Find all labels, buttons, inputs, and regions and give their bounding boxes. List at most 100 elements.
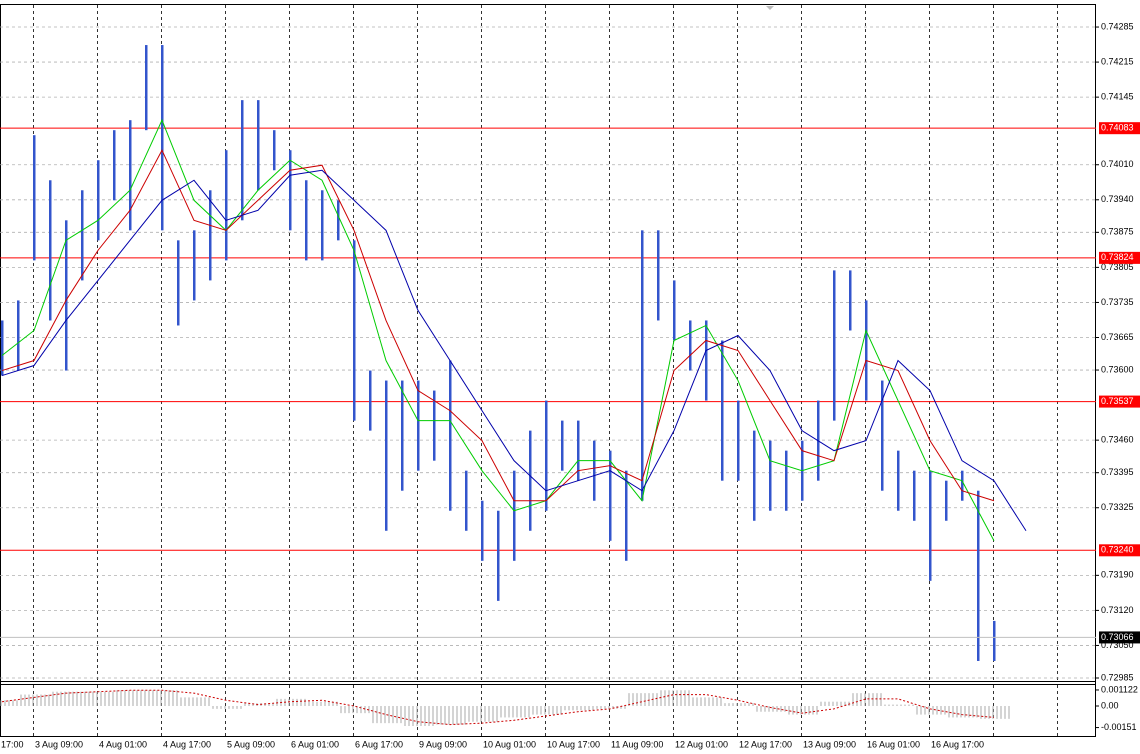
price-bar (993, 620, 996, 661)
x-tick-label: 11 Aug 09:00 (611, 739, 663, 749)
price-bar (673, 280, 676, 341)
histogram-bar (306, 701, 338, 706)
price-bar (497, 510, 500, 601)
histogram-bar (370, 706, 402, 724)
price-pane (0, 26, 1096, 679)
histogram-bar (402, 706, 434, 726)
price-bar (1, 320, 4, 376)
price-bar (849, 270, 852, 331)
y-tick-label: 0.73940 (1101, 194, 1134, 204)
price-bar (545, 400, 548, 511)
histogram-bar (658, 690, 690, 706)
histogram-bar (50, 691, 82, 706)
price-bar (369, 370, 372, 431)
histogram-bar (914, 706, 946, 715)
histogram-bar (114, 690, 146, 706)
price-bar (289, 150, 292, 231)
moving-average (1, 169, 1027, 532)
price-bar (529, 430, 532, 531)
y-tick-label: 0.74215 (1101, 56, 1134, 66)
histogram-bar (18, 694, 50, 706)
frame (0, 4, 1096, 737)
level-label: 0.73824 (1101, 252, 1134, 262)
histogram-bar (178, 697, 210, 706)
price-bar (305, 180, 308, 261)
price-bar (721, 340, 724, 481)
price-bar (321, 190, 324, 261)
price-bar (81, 190, 84, 281)
price-bar (689, 320, 692, 371)
price-bar (753, 430, 756, 521)
x-tick-label: 16 Aug 01:00 (867, 739, 920, 749)
histogram-bar (210, 706, 242, 709)
level-label-box (1099, 544, 1140, 557)
y-tick-label: 0.73395 (1101, 467, 1134, 477)
y-tick-label: 0.00 (1101, 700, 1119, 710)
x-tick-label: 9 Aug 09:00 (419, 739, 467, 749)
price-bar (481, 500, 484, 561)
level-label-box (1099, 395, 1140, 408)
y-tick-label: 0.73735 (1101, 297, 1134, 307)
level-label: 0.73537 (1101, 396, 1134, 406)
price-bar (609, 450, 612, 541)
price-bar (865, 300, 868, 401)
price-bar (241, 100, 244, 221)
level-label-box (1099, 251, 1140, 264)
level-label-box (1099, 122, 1140, 135)
y-tick-label: 0.73120 (1101, 605, 1134, 615)
price-bar (513, 470, 516, 561)
price-bar (193, 230, 196, 301)
x-tick-label: 3 Aug 09:00 (35, 739, 83, 749)
histogram-bar (946, 706, 978, 718)
y-tick-label: 0.73805 (1101, 262, 1134, 272)
y-tick-label: -0.00151 (1101, 722, 1137, 732)
moving-average (1, 149, 995, 502)
x-tick-label: 10 Aug 17:00 (547, 739, 600, 749)
x-tick-label: 17:00 (1, 739, 24, 749)
price-bar (97, 160, 100, 241)
histogram-bar (594, 706, 626, 709)
histogram-bar (818, 701, 850, 706)
price-bar (961, 470, 964, 501)
signal-line (1, 689, 995, 726)
price-bar (161, 45, 164, 231)
price-bar (17, 300, 20, 371)
x-tick-label: 16 Aug 17:00 (931, 739, 984, 749)
y-tick-label: 0.72985 (1101, 672, 1134, 682)
x-tick-label: 6 Aug 17:00 (355, 739, 403, 749)
price-bar (273, 130, 276, 171)
y-tick-label: 0.73600 (1101, 364, 1134, 374)
y-tick-label: 0.73460 (1101, 435, 1134, 445)
histogram-bar (690, 697, 722, 706)
x-tick-label: 6 Aug 01:00 (291, 739, 339, 749)
price-bar (577, 420, 580, 481)
histogram-bar (626, 693, 658, 706)
price-bar (945, 480, 948, 521)
histogram-bar (562, 706, 594, 711)
price-bar (145, 45, 148, 131)
histogram-bar (498, 706, 530, 718)
y-tick-label: 0.74145 (1101, 92, 1134, 102)
y-tick-label: 0.001122 (1101, 684, 1138, 694)
price-bar (177, 240, 180, 326)
histogram-bar (722, 703, 754, 706)
price-bar (417, 380, 420, 471)
y-tick-label: 0.74285 (1101, 21, 1134, 31)
current-price-box (1099, 631, 1140, 644)
histogram-bar (0, 700, 18, 706)
level-label: 0.73240 (1101, 545, 1134, 555)
price-bar (113, 130, 116, 201)
price-bar (705, 320, 708, 401)
histogram-bar (850, 693, 882, 706)
price-bar (929, 470, 932, 581)
x-tick-label: 10 Aug 01:00 (483, 739, 536, 749)
x-tick-label: 12 Aug 01:00 (675, 739, 728, 749)
price-bar (433, 390, 436, 461)
price-bar (897, 450, 900, 511)
histogram-bar (466, 706, 498, 722)
histogram-bar (754, 706, 786, 712)
current-price-label: 0.73066 (1101, 632, 1134, 642)
x-tick-label: 4 Aug 01:00 (99, 739, 147, 749)
